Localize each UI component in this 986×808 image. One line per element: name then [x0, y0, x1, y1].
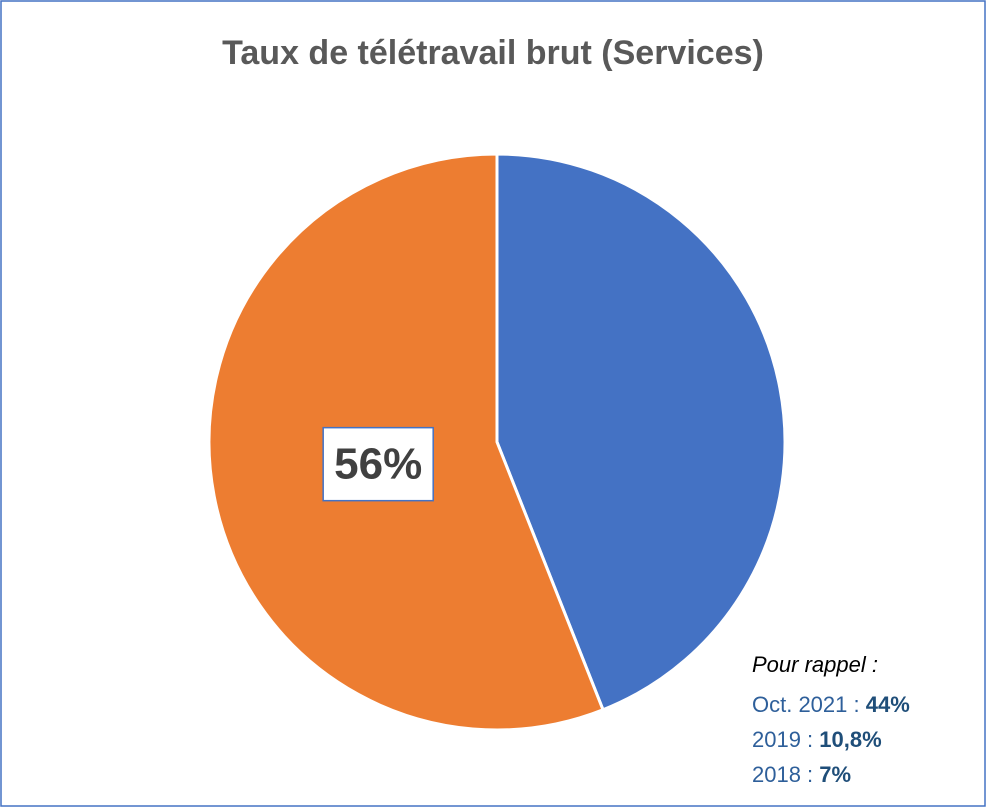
annotation-value: 7%: [819, 762, 851, 787]
data-label-box: [322, 426, 434, 502]
annotation-line: Oct. 2021 : 44%: [752, 692, 910, 717]
annotation-line: 2019 : 10,8%: [752, 727, 882, 752]
data-label: 56%: [334, 439, 422, 488]
annotation-value: 10,8%: [819, 727, 881, 752]
annotation-line: 2018 : 7%: [752, 762, 851, 787]
annotation-value: 44%: [866, 692, 910, 717]
annotation-label: 2019 :: [752, 727, 813, 752]
annotation-heading: Pour rappel :: [752, 652, 878, 677]
chart-title: Taux de télétravail brut (Services): [222, 34, 764, 72]
annotation-label: Oct. 2021 :: [752, 692, 860, 717]
annotation-label: 2018 :: [752, 762, 813, 787]
pie-slice: [495, 152, 787, 712]
